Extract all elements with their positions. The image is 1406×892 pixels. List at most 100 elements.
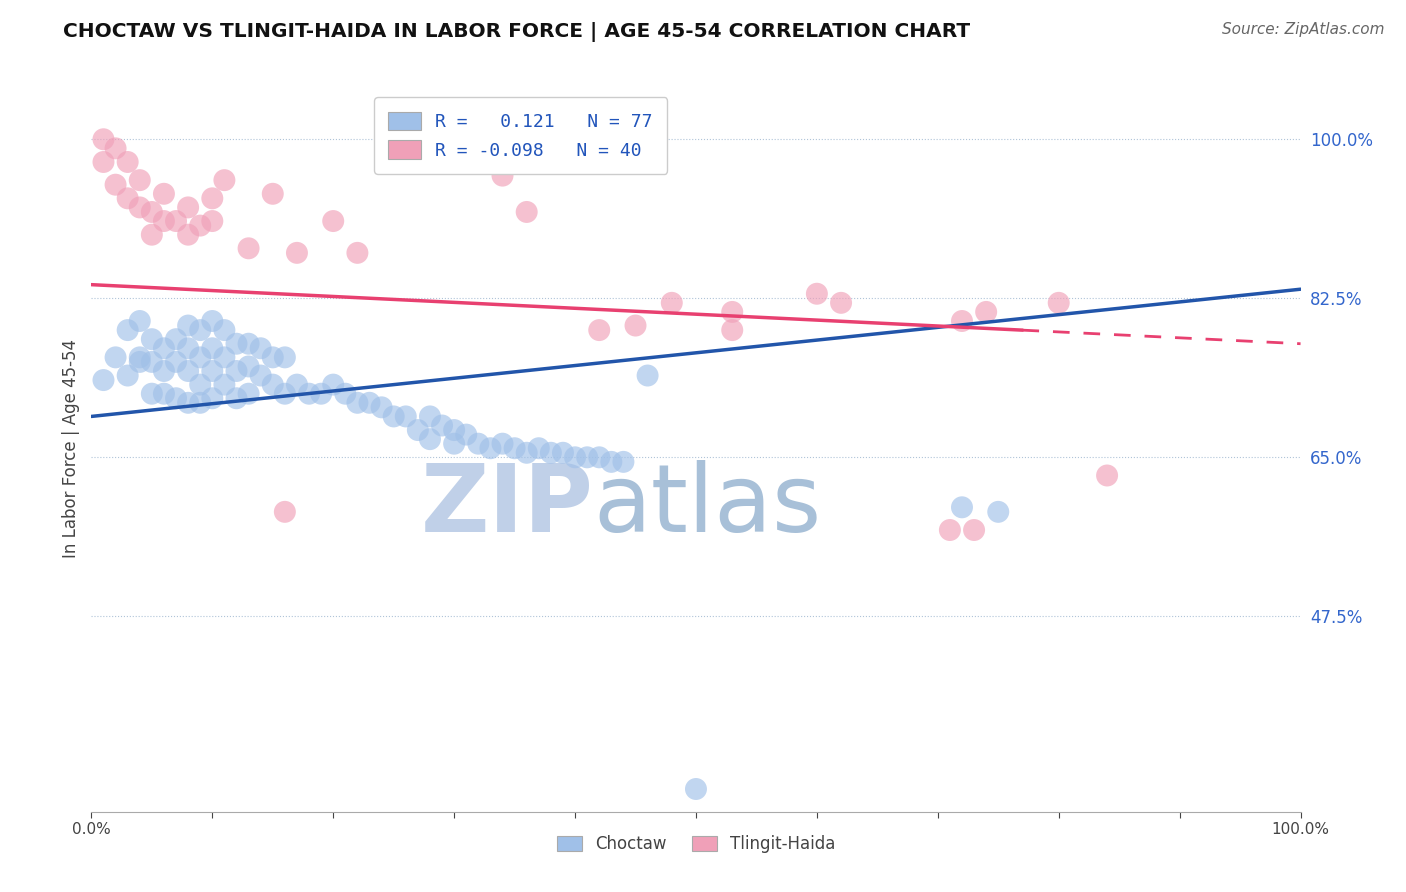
Point <box>177 364 200 378</box>
Point <box>685 782 707 797</box>
Point <box>128 173 150 187</box>
Point <box>188 351 211 365</box>
Point <box>104 351 127 365</box>
Point <box>527 442 550 455</box>
Point <box>141 355 163 369</box>
Point <box>93 155 115 169</box>
Point <box>225 364 247 378</box>
Text: atlas: atlas <box>593 460 821 552</box>
Point <box>950 314 973 328</box>
Point <box>419 432 441 446</box>
Point <box>249 341 271 355</box>
Point <box>117 368 139 383</box>
Point <box>419 409 441 424</box>
Point <box>322 377 344 392</box>
Point <box>963 523 986 537</box>
Point <box>93 373 115 387</box>
Point <box>117 323 139 337</box>
Point <box>346 396 368 410</box>
Point <box>346 245 368 260</box>
Point <box>274 351 297 365</box>
Point <box>93 132 115 146</box>
Point <box>588 450 610 465</box>
Point <box>370 401 392 415</box>
Point <box>950 500 973 515</box>
Point <box>214 323 236 337</box>
Point <box>274 505 297 519</box>
Point <box>165 355 187 369</box>
Point <box>285 377 308 392</box>
Point <box>153 214 176 228</box>
Point <box>225 336 247 351</box>
Point <box>359 396 381 410</box>
Point <box>201 214 224 228</box>
Point <box>588 323 610 337</box>
Point <box>188 323 211 337</box>
Point <box>395 409 418 424</box>
Point <box>1047 296 1070 310</box>
Point <box>201 364 224 378</box>
Point <box>165 332 187 346</box>
Point <box>188 219 211 233</box>
Point <box>624 318 647 333</box>
Point <box>382 409 405 424</box>
Point <box>406 423 429 437</box>
Point <box>177 341 200 355</box>
Point <box>721 323 744 337</box>
Point <box>491 436 513 450</box>
Point <box>238 241 260 255</box>
Point <box>600 455 623 469</box>
Point <box>456 427 478 442</box>
Point <box>188 377 211 392</box>
Text: CHOCTAW VS TLINGIT-HAIDA IN LABOR FORCE | AGE 45-54 CORRELATION CHART: CHOCTAW VS TLINGIT-HAIDA IN LABOR FORCE … <box>63 22 970 42</box>
Point <box>214 173 236 187</box>
Point <box>104 178 127 192</box>
Point <box>238 336 260 351</box>
Point <box>177 227 200 242</box>
Point <box>177 201 200 215</box>
Point <box>564 450 586 465</box>
Text: ZIP: ZIP <box>420 460 593 552</box>
Point <box>516 446 538 460</box>
Point <box>637 368 659 383</box>
Point <box>479 442 502 455</box>
Point <box>201 191 224 205</box>
Point <box>141 205 163 219</box>
Point <box>516 205 538 219</box>
Point <box>612 455 634 469</box>
Point <box>117 155 139 169</box>
Point <box>335 386 357 401</box>
Point <box>141 332 163 346</box>
Point <box>309 386 332 401</box>
Point <box>104 141 127 155</box>
Text: Source: ZipAtlas.com: Source: ZipAtlas.com <box>1222 22 1385 37</box>
Point <box>117 191 139 205</box>
Point <box>141 386 163 401</box>
Point <box>430 418 453 433</box>
Point <box>128 355 150 369</box>
Point <box>661 296 683 310</box>
Point <box>1095 468 1118 483</box>
Point <box>285 245 308 260</box>
Point <box>806 286 828 301</box>
Point <box>128 201 150 215</box>
Point <box>177 396 200 410</box>
Point <box>939 523 962 537</box>
Y-axis label: In Labor Force | Age 45-54: In Labor Force | Age 45-54 <box>62 339 80 558</box>
Point <box>225 391 247 405</box>
Point <box>721 305 744 319</box>
Point <box>201 341 224 355</box>
Point <box>987 505 1010 519</box>
Point <box>576 450 599 465</box>
Point <box>974 305 997 319</box>
Point <box>153 386 176 401</box>
Point <box>262 351 284 365</box>
Point <box>262 186 284 201</box>
Point <box>214 351 236 365</box>
Point <box>491 169 513 183</box>
Point <box>128 314 150 328</box>
Point <box>322 214 344 228</box>
Point <box>153 364 176 378</box>
Point <box>201 391 224 405</box>
Point <box>153 186 176 201</box>
